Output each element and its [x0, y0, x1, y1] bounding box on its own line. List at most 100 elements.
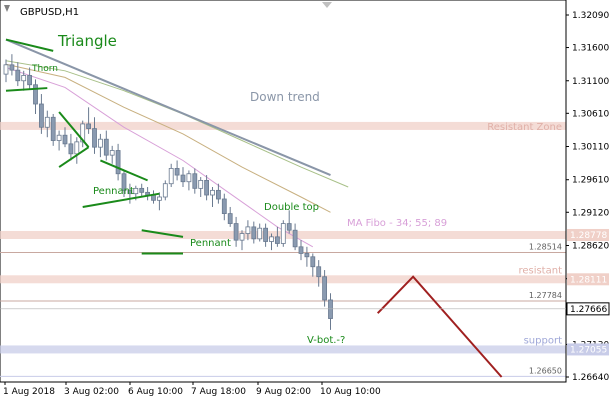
x-tick-label: 6 Aug 10:00 — [128, 387, 183, 397]
level-value-label: 1.26650 — [529, 366, 562, 375]
candle-body — [322, 276, 328, 301]
last-price-label: 1.27666 — [570, 305, 607, 315]
candle-body — [121, 173, 127, 191]
down-trend-label: Down trend — [250, 90, 320, 104]
pattern-line — [82, 192, 160, 208]
pattern-line — [5, 87, 48, 92]
pattern-annotation: Pennant — [93, 186, 134, 197]
candle-body — [286, 223, 292, 231]
level-price-tag — [567, 343, 609, 356]
level-price-label: 1.28778 — [570, 231, 607, 241]
candle-body — [50, 116, 56, 141]
candle-body — [27, 75, 33, 86]
pattern-annotation: Double top — [264, 202, 319, 213]
candle-body — [215, 189, 221, 200]
last-price-tag — [566, 302, 610, 316]
candle-body — [92, 128, 97, 148]
candle-body — [74, 141, 80, 155]
candle-body — [180, 174, 186, 183]
plot-frame — [0, 0, 567, 383]
level-zone — [0, 275, 566, 284]
candle-body — [68, 143, 74, 155]
level-name-label: resistant — [518, 265, 562, 276]
candle-body — [221, 198, 227, 215]
pattern-annotation: Triangle — [57, 32, 117, 50]
level-zone — [0, 121, 566, 130]
y-tick-label: 1.29610 — [572, 176, 609, 186]
candle-body — [9, 64, 15, 71]
y-tick-label: 1.28620 — [572, 241, 609, 251]
level-zone — [0, 345, 566, 354]
candle-body — [298, 246, 304, 254]
candle-body — [3, 64, 9, 75]
symbol-dropdown-icon[interactable] — [4, 5, 10, 12]
level-price-tag — [567, 228, 609, 241]
x-tick-label: 1 Aug 2018 — [3, 387, 55, 397]
projection-path — [376, 275, 503, 378]
level-value-label: 1.28514 — [529, 243, 562, 252]
candle-body — [168, 168, 174, 185]
candle-body — [33, 84, 38, 105]
candle-body — [186, 173, 192, 183]
x-tick-label: 7 Aug 18:00 — [191, 387, 246, 397]
candle-body — [80, 123, 86, 143]
down-trend-line — [5, 38, 331, 176]
x-tick-label: 10 Aug 10:00 — [320, 387, 381, 397]
candle-body — [109, 150, 115, 156]
candle-body — [174, 168, 180, 176]
candle-body — [239, 233, 245, 241]
pattern-line — [58, 111, 90, 148]
y-tick-label: 1.29120 — [572, 208, 609, 218]
y-tick-label: 1.31100 — [572, 77, 609, 87]
candle-body — [251, 226, 257, 240]
ma-label: MA Fibo - 34; 55; 89 — [347, 218, 447, 229]
y-tick-label: 1.32090 — [572, 11, 609, 21]
chart-symbol-title: GBPUSD,H1 — [20, 7, 79, 18]
candle-body — [162, 183, 168, 198]
candle-body — [39, 103, 44, 128]
level-price-label: 1.27055 — [570, 345, 607, 355]
level-price-tag — [567, 273, 609, 286]
candle-body — [21, 75, 27, 82]
pattern-annotation: V-bot.-? — [307, 335, 345, 346]
x-tick-label: 9 Aug 02:00 — [256, 387, 311, 397]
candle-body — [98, 138, 103, 148]
level-price-label: 1.28111 — [570, 275, 607, 285]
candle-body — [192, 173, 198, 189]
candle-body — [86, 123, 91, 129]
candle-body — [210, 189, 215, 196]
candle-body — [133, 187, 139, 195]
pattern-line — [58, 146, 90, 168]
pattern-line — [141, 229, 184, 238]
y-tick-label: 1.26640 — [572, 373, 609, 383]
candle-body — [263, 227, 269, 242]
candle-body — [257, 227, 263, 240]
candle-body — [56, 134, 62, 141]
level-name-label: support — [524, 335, 562, 346]
candle-body — [292, 229, 298, 248]
candle-body — [156, 196, 162, 201]
candle-body — [304, 253, 310, 258]
candle-body — [44, 116, 50, 128]
pattern-line — [100, 159, 148, 182]
level-value-label: 1.27784 — [529, 291, 562, 300]
candle-body — [245, 226, 251, 234]
candle-body — [15, 69, 21, 82]
y-tick-label: 1.31600 — [572, 44, 609, 54]
y-tick-label: 1.30610 — [572, 109, 609, 119]
candle-body — [127, 189, 133, 195]
moving-average-line — [5, 63, 331, 213]
candle-body — [316, 266, 322, 278]
candle-body — [198, 179, 204, 189]
chart-shift-icon[interactable] — [322, 2, 332, 8]
candle-body — [204, 179, 210, 196]
candle-body — [62, 134, 68, 145]
y-tick-label: 1.30110 — [572, 143, 609, 153]
candle-body — [233, 223, 239, 241]
level-name-label: Resistant Zone — [487, 122, 562, 133]
candle-body — [115, 150, 121, 175]
candle-body — [280, 223, 286, 244]
candle-body — [103, 138, 109, 156]
